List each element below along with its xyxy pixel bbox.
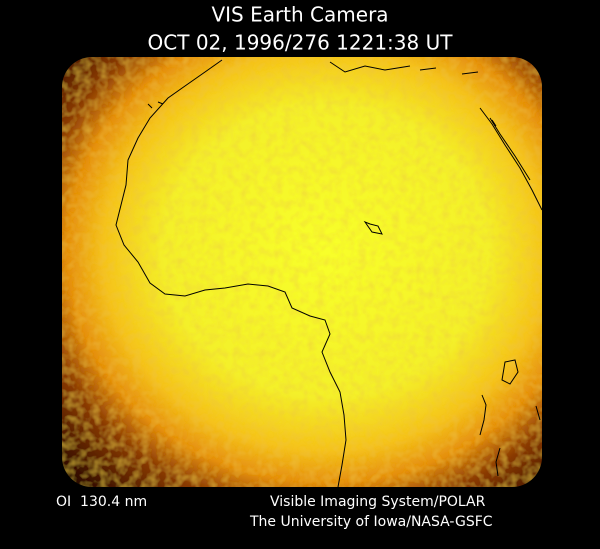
credit: The University of Iowa/NASA-GSFC [249,514,493,530]
coastlines [115,59,542,487]
wavelength: OI 130.4 nm [56,494,147,510]
title: VIS Earth Camera [211,3,388,27]
instrument: Visible Imaging System/POLAR [270,494,486,510]
airglow [62,57,542,487]
earth-image [62,57,542,487]
timestamp: OCT 02, 1996/276 1221:38 UT [148,31,454,55]
